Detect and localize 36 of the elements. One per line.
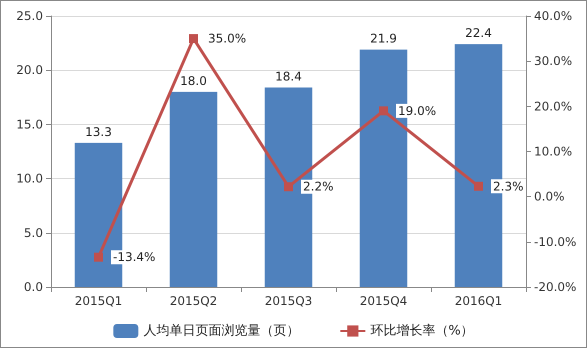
x-tick-label: 2016Q1 (454, 294, 502, 308)
x-tick-label: 2015Q4 (360, 294, 408, 308)
y-tick-label: 5.0 (24, 226, 43, 240)
data-label: 35.0% (208, 32, 246, 46)
x-tick-label: 2015Q3 (264, 294, 312, 308)
y2-tick-label: 10.0% (534, 144, 572, 158)
x-tick-label: 2015Q2 (170, 294, 218, 308)
y2-tick-label: 30.0% (534, 54, 572, 68)
legend-label: 人均单日页面浏览量（页） (143, 324, 300, 338)
bar (170, 92, 218, 287)
data-label: 18.4 (275, 70, 302, 84)
data-label: 21.9 (370, 32, 397, 46)
y-tick-label: 10.0 (16, 172, 43, 186)
y2-tick-label: 20.0% (534, 99, 572, 114)
data-label: 22.4 (465, 26, 492, 40)
y2-tick-label: -10.0% (534, 234, 576, 249)
point (189, 34, 198, 44)
point (474, 182, 483, 191)
y-tick-label: 20.0 (16, 63, 43, 78)
point (284, 182, 293, 192)
y-tick-label: 0.0 (24, 280, 43, 294)
data-label: 2.3% (493, 179, 524, 194)
point (379, 106, 388, 116)
y2-tick-label: 40.0% (534, 9, 572, 23)
y-tick-label: 25.0 (16, 9, 43, 23)
data-label: 19.0% (398, 104, 436, 118)
y2-tick-label: -20.0% (534, 280, 576, 294)
data-label: -13.4% (113, 250, 156, 264)
data-label: 13.3 (85, 124, 112, 139)
legend-label: 环比增长率（%） (370, 322, 474, 338)
data-label: 2.2% (303, 180, 334, 194)
x-tick-label: 2015Q1 (74, 294, 122, 308)
data-label: 18.0 (180, 74, 207, 88)
point (94, 252, 103, 262)
y2-tick-label: 0.0% (534, 190, 564, 204)
y-tick-label: 15.0 (16, 117, 43, 132)
